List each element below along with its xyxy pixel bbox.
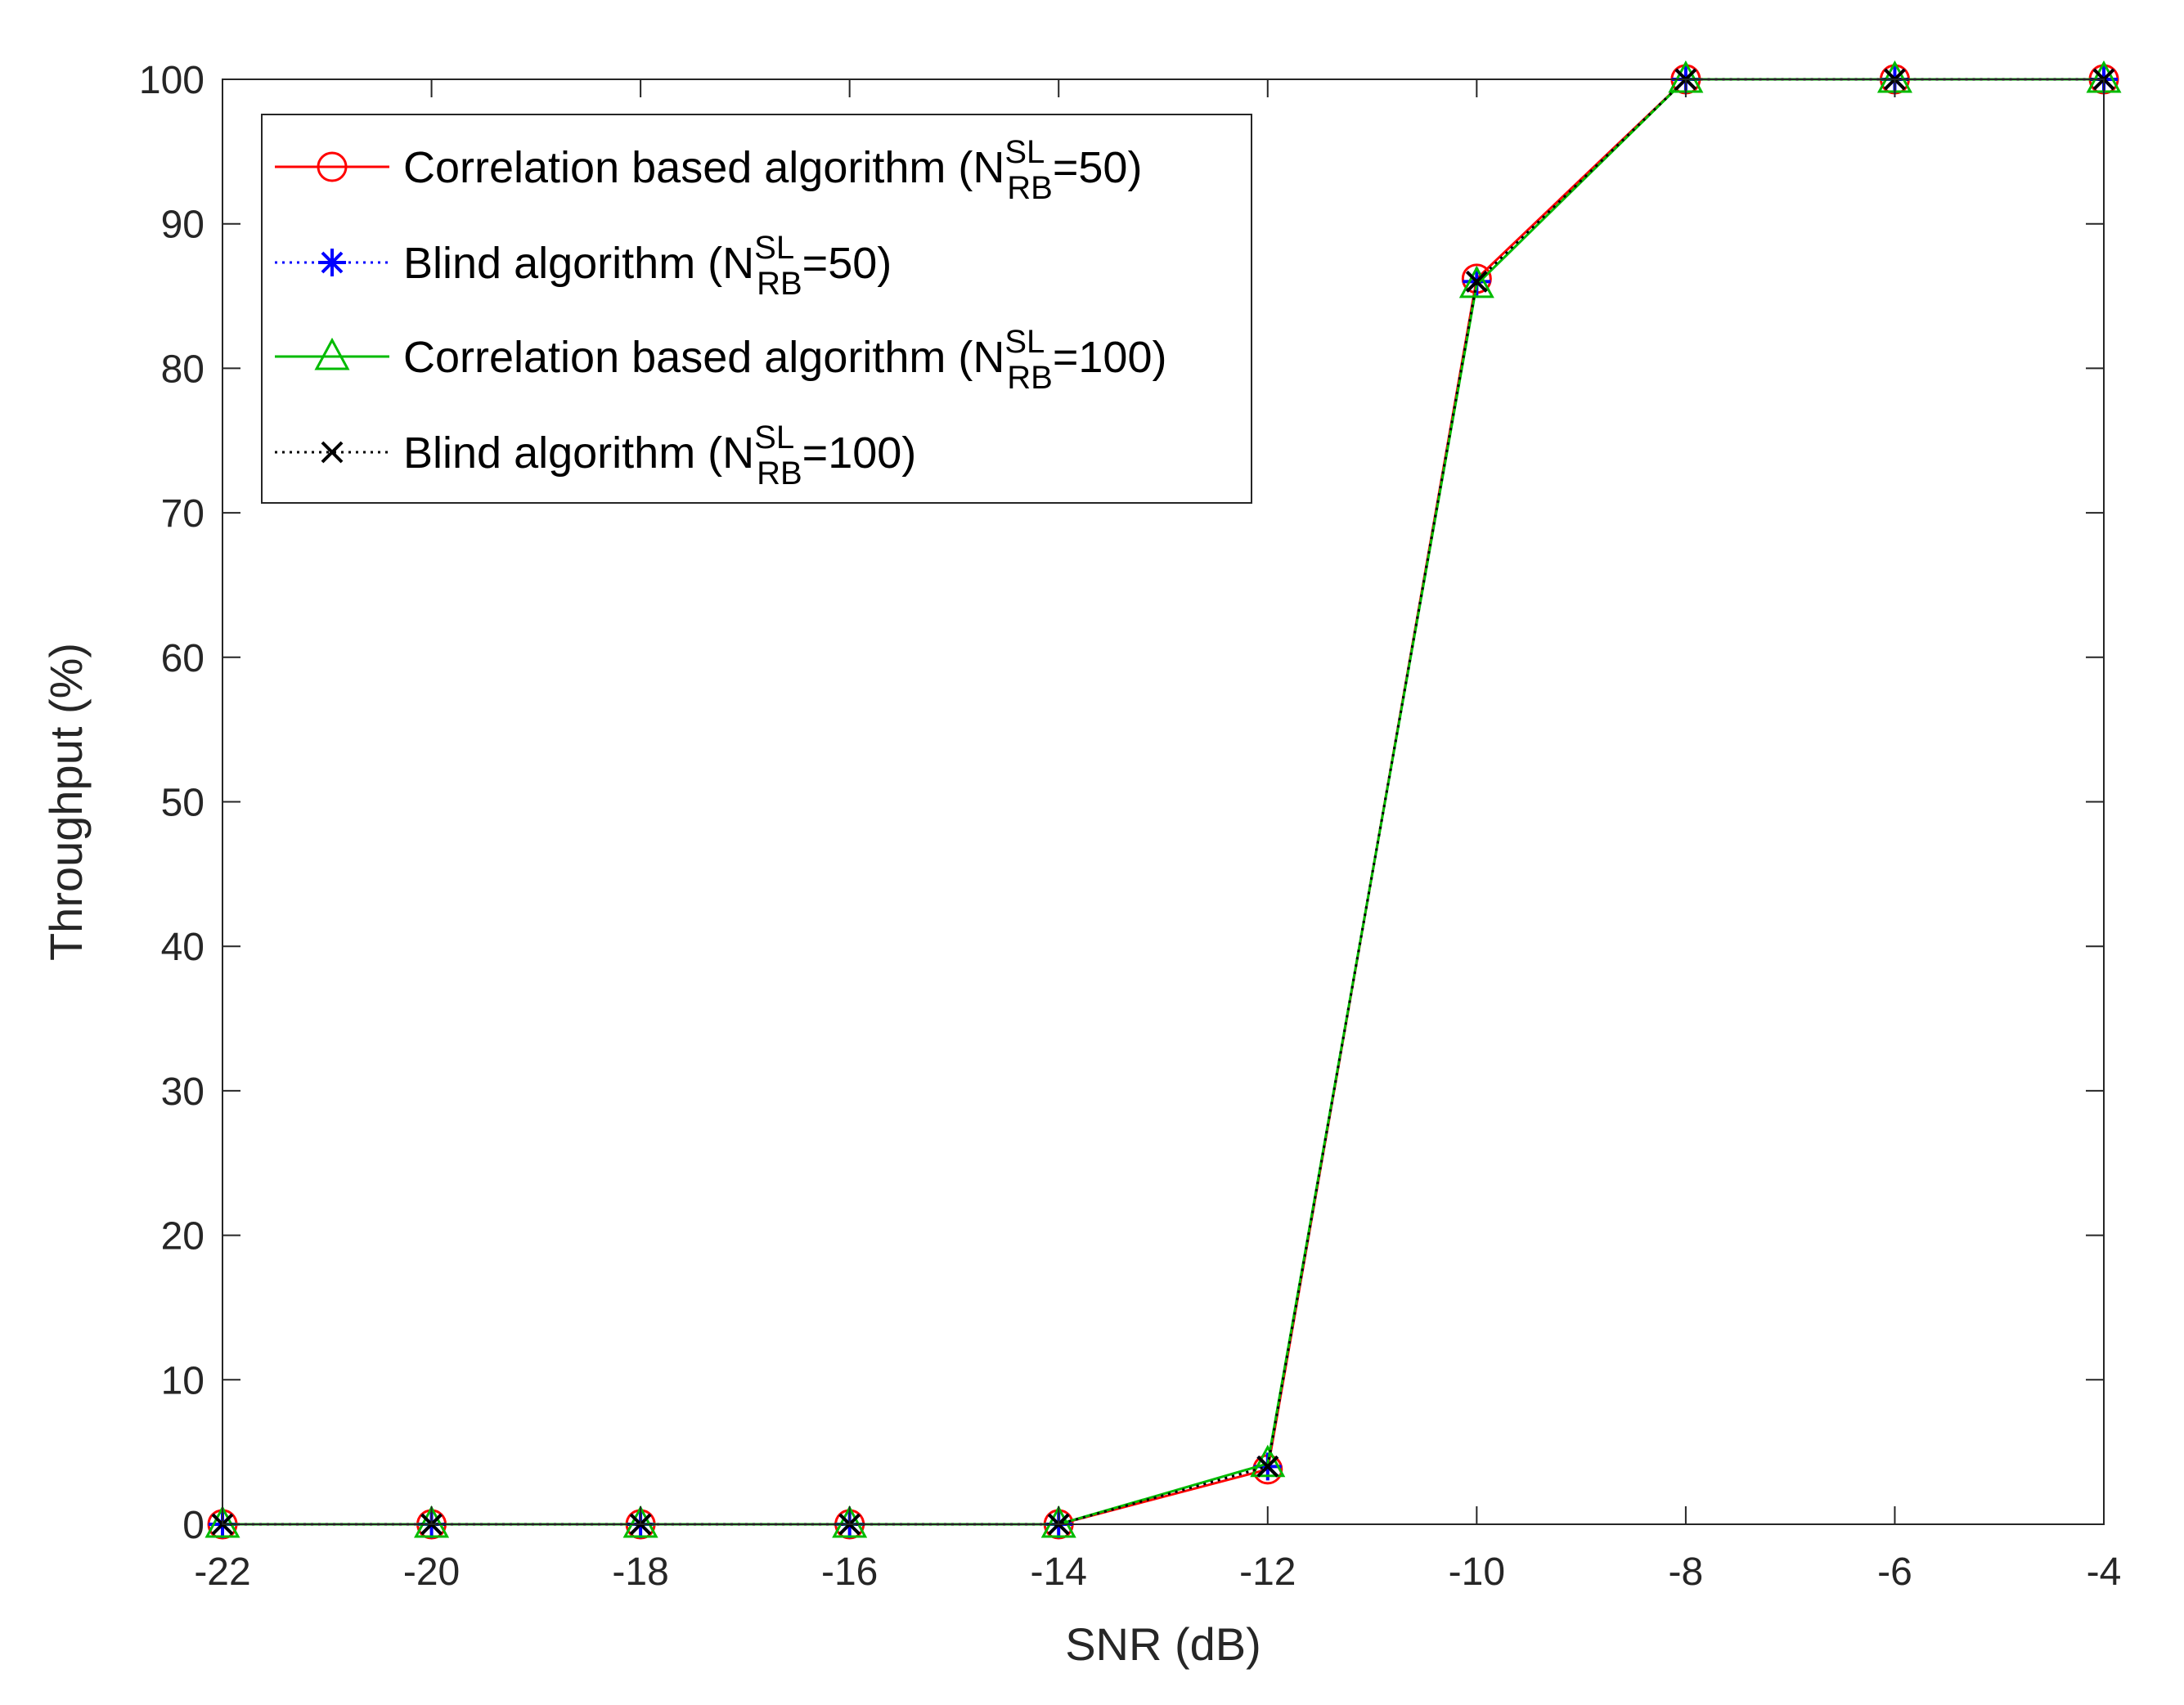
legend-label-text: Blind algorithm (N <box>403 428 754 478</box>
x-tick-label: -18 <box>612 1550 668 1594</box>
y-tick-label: 70 <box>161 492 204 536</box>
legend-marker-2 <box>318 249 346 276</box>
legend-label-superscript: SL <box>754 230 794 266</box>
series-3-point <box>414 1505 450 1538</box>
x-tick-label: -16 <box>821 1550 878 1594</box>
y-tick-label: 80 <box>161 348 204 391</box>
series-3-point <box>832 1505 868 1538</box>
x-tick-label: -12 <box>1239 1550 1296 1594</box>
legend-label-superscript: SL <box>1004 134 1045 170</box>
x-tick-label: -4 <box>2087 1550 2122 1594</box>
legend-label-1: Correlation based algorithm (NSL RB=50) <box>403 134 1142 206</box>
legend-label-3: Correlation based algorithm (NSL RB=100) <box>403 324 1166 396</box>
series-3-point <box>204 1505 240 1538</box>
y-tick-label: 60 <box>161 637 204 680</box>
y-tick-label: 90 <box>161 204 204 247</box>
legend-marker-4 <box>321 441 344 464</box>
x-tick-label: -10 <box>1449 1550 1505 1594</box>
x-axis-title: SNR (dB) <box>1065 1618 1261 1670</box>
legend-label-superscript: SL <box>1004 324 1045 360</box>
legend-marker-1 <box>317 151 348 182</box>
legend-label-text: Correlation based algorithm (N <box>403 143 1004 192</box>
legend-box <box>261 114 1252 504</box>
y-tick-label: 0 <box>182 1504 204 1547</box>
ticks: -22 -20 -18 -16 -14 -12 -10 -8 -6 -4 0 10 20 30 40 50 60… <box>139 59 2121 1594</box>
series-3-point <box>622 1505 658 1538</box>
series-3-point <box>1040 1505 1076 1538</box>
series-3-point <box>1458 265 1494 298</box>
x-tick-label: -8 <box>1669 1550 1704 1594</box>
y-tick-label: 50 <box>161 782 204 825</box>
y-tick-label: 100 <box>139 59 204 102</box>
legend: Correlation based algorithm (NSL RB=50)Bl… <box>261 114 1252 504</box>
legend-label-text: Blind algorithm (N <box>403 239 754 288</box>
y-tick-label: 30 <box>161 1070 204 1114</box>
legend-marker-3 <box>314 337 350 370</box>
x-tick-label: -6 <box>1877 1550 1912 1594</box>
y-tick-label: 40 <box>161 926 204 969</box>
series-3-point <box>1250 1444 1286 1478</box>
y-axis-title: Throughput (%) <box>40 643 92 961</box>
legend-label-2: Blind algorithm (NSL RB=50) <box>403 230 892 302</box>
legend-label-subscript: RB <box>757 266 802 302</box>
x-tick-label: -22 <box>194 1550 250 1594</box>
x-tick-label: -20 <box>403 1550 460 1594</box>
legend-label-superscript: SL <box>754 420 794 455</box>
series-4-point <box>1256 1455 1279 1478</box>
legend-label-text: Correlation based algorithm (N <box>403 333 1004 382</box>
legend-label-subscript: RB <box>1007 170 1053 206</box>
legend-label-text-end: =50) <box>1053 143 1143 192</box>
x-tick-label: -14 <box>1031 1550 1087 1594</box>
legend-label-subscript: RB <box>757 455 802 491</box>
legend-label-text-end: =50) <box>802 239 892 288</box>
y-tick-label: 10 <box>161 1359 204 1402</box>
legend-label-text-end: =100) <box>1053 333 1167 382</box>
legend-label-text-end: =100) <box>802 428 917 478</box>
legend-label-4: Blind algorithm (NSL RB=100) <box>403 420 916 491</box>
y-tick-label: 20 <box>161 1215 204 1259</box>
legend-label-subscript: RB <box>1007 360 1053 396</box>
series-4-point <box>1465 270 1488 293</box>
